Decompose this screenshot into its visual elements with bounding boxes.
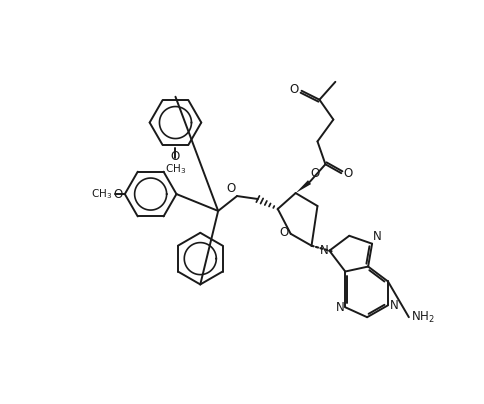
- Text: CH$_3$: CH$_3$: [91, 187, 112, 201]
- Text: CH$_3$: CH$_3$: [165, 162, 186, 176]
- Text: N: N: [373, 230, 382, 243]
- Text: O: O: [311, 167, 320, 180]
- Text: O: O: [114, 187, 123, 200]
- Text: O: O: [289, 83, 299, 96]
- Text: N: N: [335, 301, 344, 314]
- Text: O: O: [343, 167, 352, 180]
- Text: O: O: [171, 150, 180, 163]
- Text: N: N: [319, 244, 329, 257]
- Text: N: N: [390, 299, 399, 312]
- Text: O: O: [227, 182, 236, 195]
- Text: O: O: [279, 226, 288, 239]
- Polygon shape: [296, 180, 311, 193]
- Text: NH$_2$: NH$_2$: [411, 309, 435, 325]
